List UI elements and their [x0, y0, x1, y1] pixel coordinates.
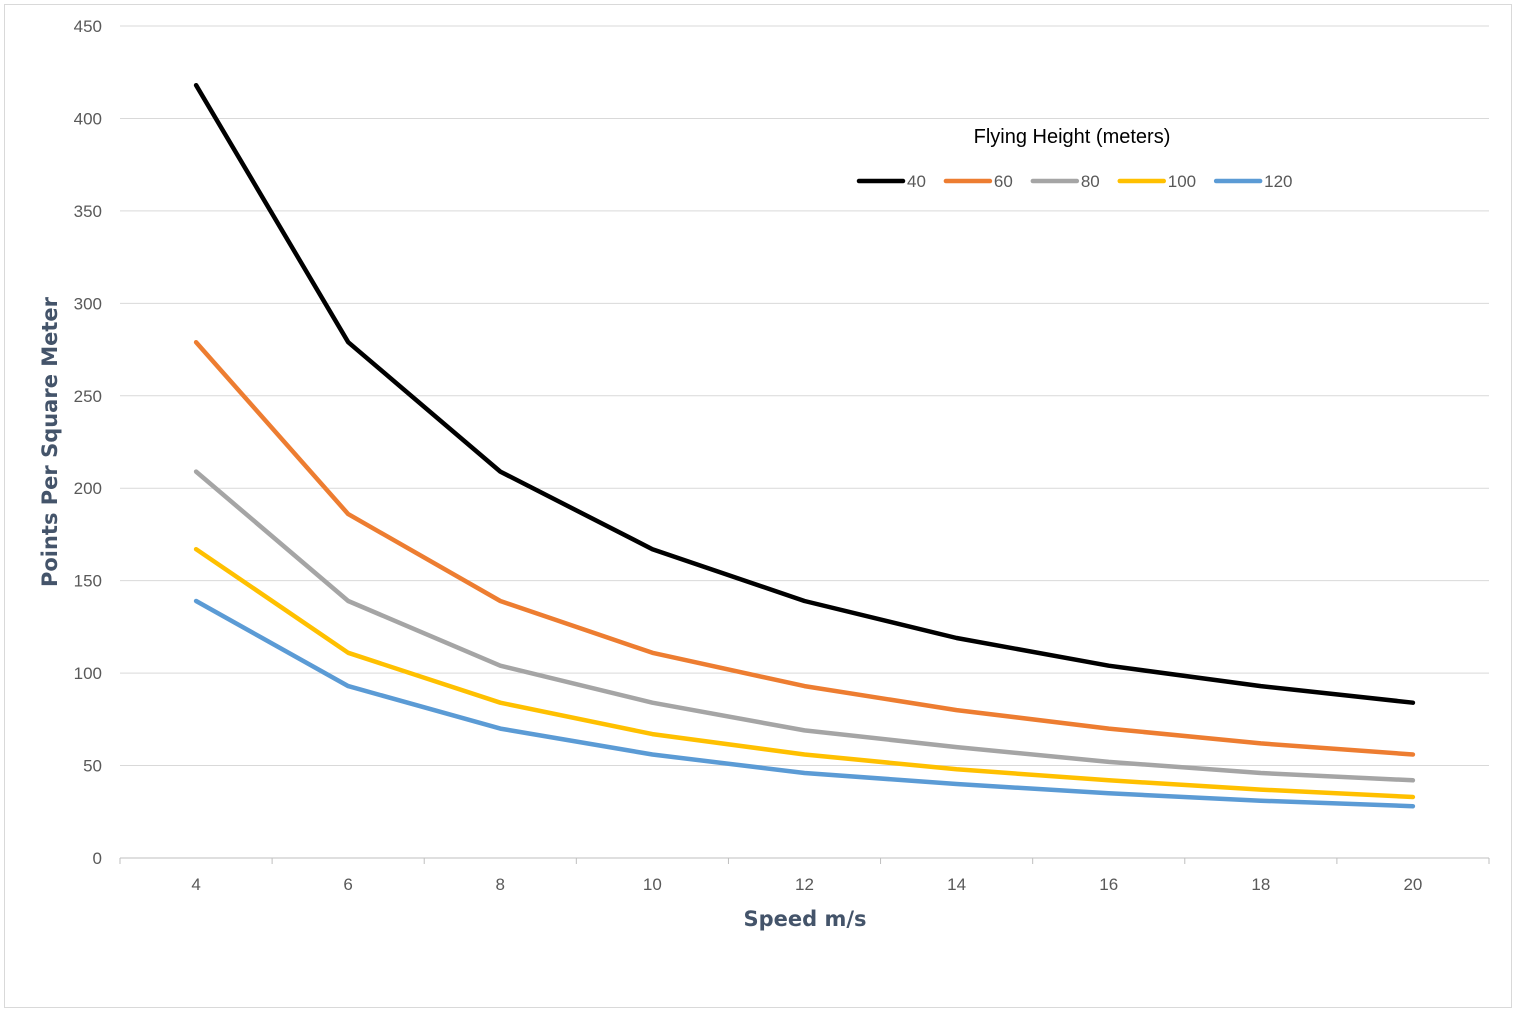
- x-tick-label: 14: [947, 875, 966, 894]
- y-tick-label: 50: [83, 757, 102, 776]
- y-tick-label: 200: [74, 479, 102, 498]
- x-tick-label: 16: [1099, 875, 1118, 894]
- legend: Flying Height (meters) 40 60 80 100 120: [856, 126, 1293, 191]
- x-axis: [119, 857, 1490, 864]
- y-tick-label: 300: [74, 294, 102, 313]
- y-axis-title: Points Per Square Meter: [38, 296, 62, 587]
- legend-items: 40 60 80 100 120: [856, 172, 1293, 191]
- y-axis-tick-labels: 0 50 100 150 200 250 300 350 400 450: [74, 17, 102, 868]
- x-tick-label: 6: [343, 875, 352, 894]
- series-line-100: [193, 546, 1416, 800]
- y-tick-label: 100: [74, 664, 102, 683]
- x-axis-title: Speed m/s: [743, 907, 866, 931]
- x-tick-label: 4: [191, 875, 200, 894]
- series-lines: [193, 82, 1416, 809]
- legend-label-80: 80: [1081, 172, 1100, 191]
- x-tick-label: 20: [1403, 875, 1422, 894]
- y-tick-label: 250: [74, 387, 102, 406]
- series-line-60: [193, 339, 1416, 757]
- x-tick-label: 8: [496, 875, 505, 894]
- legend-label-60: 60: [994, 172, 1013, 191]
- legend-label-40: 40: [907, 172, 926, 191]
- x-tick-label: 10: [643, 875, 662, 894]
- y-tick-label: 0: [93, 849, 102, 868]
- series-line-40: [193, 82, 1416, 705]
- legend-title: Flying Height (meters): [974, 126, 1171, 148]
- chart-frame: [4, 4, 1512, 1008]
- legend-label-120: 120: [1264, 172, 1292, 191]
- x-tick-label: 12: [795, 875, 814, 894]
- x-tick-label: 18: [1251, 875, 1270, 894]
- y-tick-label: 400: [74, 109, 102, 128]
- x-axis-tick-labels: 4 6 8 10 12 14 16 18 20: [191, 875, 1422, 894]
- legend-label-100: 100: [1168, 172, 1196, 191]
- series-line-120: [193, 598, 1416, 809]
- y-tick-label: 150: [74, 572, 102, 591]
- y-tick-label: 450: [74, 17, 102, 36]
- y-tick-label: 350: [74, 202, 102, 221]
- series-line-80: [193, 469, 1416, 783]
- gridlines: [120, 25, 1489, 767]
